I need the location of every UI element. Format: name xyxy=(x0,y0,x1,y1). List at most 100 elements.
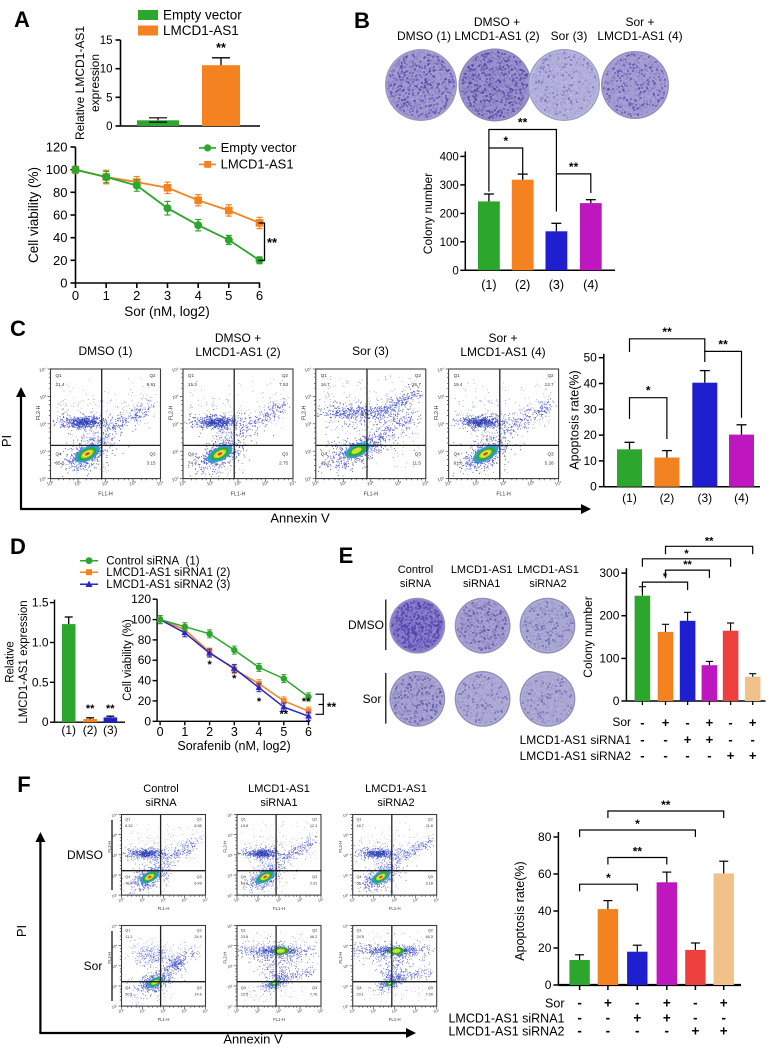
svg-text:0: 0 xyxy=(72,288,79,303)
svg-text:FL1-H: FL1-H xyxy=(98,492,113,498)
svg-text:-: - xyxy=(663,732,667,747)
svg-text:*: * xyxy=(207,659,212,671)
svg-text:FL1-H: FL1-H xyxy=(231,492,246,498)
svg-text:LMCD1-AS1 (2): LMCD1-AS1 (2) xyxy=(454,29,539,43)
svg-text:200: 200 xyxy=(440,208,459,220)
svg-text:10¹: 10¹ xyxy=(255,898,262,903)
svg-text:10⁴: 10⁴ xyxy=(304,366,312,373)
svg-text:46.3: 46.3 xyxy=(426,935,433,939)
svg-text:*: * xyxy=(684,548,689,560)
svg-text:10⁴: 10⁴ xyxy=(437,366,445,373)
svg-text:10⁴: 10⁴ xyxy=(554,480,562,487)
svg-text:Sor: Sor xyxy=(545,997,564,1011)
svg-text:10: 10 xyxy=(583,454,597,468)
svg-text:10³: 10³ xyxy=(129,480,137,487)
svg-text:**: ** xyxy=(216,41,226,55)
svg-text:FL1-H: FL1-H xyxy=(389,906,401,911)
svg-text:6.49: 6.49 xyxy=(194,882,201,886)
svg-text:10⁰: 10⁰ xyxy=(342,1004,349,1009)
svg-text:Q2: Q2 xyxy=(547,373,554,378)
svg-text:20: 20 xyxy=(583,428,597,442)
svg-text:23.5: 23.5 xyxy=(241,993,248,997)
svg-text:LMCD1-AS1: LMCD1-AS1 xyxy=(517,564,579,576)
svg-text:10⁴: 10⁴ xyxy=(111,924,118,929)
svg-text:FL2-H: FL2-H xyxy=(223,952,228,964)
svg-text:(1): (1) xyxy=(622,491,637,505)
svg-text:-: - xyxy=(606,1011,611,1026)
svg-text:-: - xyxy=(635,996,640,1011)
svg-text:Q1: Q1 xyxy=(125,929,130,933)
svg-text:10³: 10³ xyxy=(304,394,312,401)
svg-text:Q2: Q2 xyxy=(312,929,317,933)
svg-text:10⁰: 10⁰ xyxy=(304,476,312,483)
svg-text:Q2: Q2 xyxy=(197,818,202,822)
svg-text:Q1: Q1 xyxy=(188,373,195,378)
svg-text:10¹: 10¹ xyxy=(472,480,480,487)
svg-text:-: - xyxy=(577,1024,582,1039)
svg-text:300: 300 xyxy=(599,566,619,580)
svg-text:400: 400 xyxy=(440,151,459,163)
svg-text:100: 100 xyxy=(131,613,151,627)
svg-text:+: + xyxy=(633,1011,641,1026)
svg-text:Q1: Q1 xyxy=(241,818,246,822)
svg-text:*: * xyxy=(606,871,611,885)
svg-text:45.2: 45.2 xyxy=(321,460,330,465)
svg-text:60: 60 xyxy=(138,653,152,667)
svg-text:6: 6 xyxy=(305,725,312,739)
svg-text:2.91: 2.91 xyxy=(310,882,317,886)
svg-text:Q4: Q4 xyxy=(241,875,246,879)
svg-text:10⁰: 10⁰ xyxy=(179,480,187,487)
svg-text:10⁴: 10⁴ xyxy=(202,898,209,903)
svg-text:10⁰: 10⁰ xyxy=(46,480,54,487)
svg-text:10²: 10² xyxy=(276,898,283,903)
svg-text:**: ** xyxy=(661,798,671,812)
svg-text:Sor: Sor xyxy=(612,715,631,729)
svg-text:10²: 10² xyxy=(227,853,234,858)
svg-text:10³: 10³ xyxy=(394,480,402,487)
svg-text:10⁰: 10⁰ xyxy=(171,476,179,483)
svg-text:10⁴: 10⁴ xyxy=(171,366,179,373)
svg-text:-: - xyxy=(751,732,755,747)
svg-text:FL2-H: FL2-H xyxy=(169,405,175,420)
svg-text:Q2: Q2 xyxy=(149,373,156,378)
svg-text:-: - xyxy=(707,748,711,763)
svg-text:FL2-H: FL2-H xyxy=(434,405,440,420)
svg-text:Colony number: Colony number xyxy=(421,173,435,254)
svg-text:Sor +: Sor + xyxy=(488,331,517,345)
svg-text:0: 0 xyxy=(590,480,597,494)
svg-text:Q1: Q1 xyxy=(56,373,63,378)
svg-text:15.3: 15.3 xyxy=(188,382,197,387)
svg-text:Q4: Q4 xyxy=(321,452,328,457)
svg-text:100: 100 xyxy=(599,651,619,665)
svg-text:10⁰: 10⁰ xyxy=(437,476,445,483)
svg-text:20: 20 xyxy=(538,941,552,955)
svg-text:23.6: 23.6 xyxy=(241,935,248,939)
svg-text:-: - xyxy=(728,732,732,747)
svg-text:+: + xyxy=(706,732,714,747)
svg-text:10³: 10³ xyxy=(227,833,234,838)
svg-text:Apoptosis rate(%): Apoptosis rate(%) xyxy=(513,861,527,960)
svg-text:60: 60 xyxy=(538,867,552,881)
svg-text:DMSO: DMSO xyxy=(67,848,103,862)
svg-text:-: - xyxy=(665,1024,670,1039)
svg-text:Q1: Q1 xyxy=(321,373,328,378)
svg-text:10³: 10³ xyxy=(297,1009,304,1014)
svg-text:0: 0 xyxy=(545,978,552,992)
svg-text:+: + xyxy=(691,1024,699,1039)
svg-text:Cell viability (%): Cell viability (%) xyxy=(122,619,134,701)
svg-text:*: * xyxy=(503,134,508,148)
svg-text:Empty vector: Empty vector xyxy=(221,140,298,155)
svg-text:19.4: 19.4 xyxy=(454,382,463,387)
svg-text:10⁰: 10⁰ xyxy=(349,1009,356,1014)
svg-text:10²: 10² xyxy=(391,1009,398,1014)
svg-text:10⁰: 10⁰ xyxy=(111,893,118,898)
svg-text:LMCD1-AS1 siRNA2: LMCD1-AS1 siRNA2 xyxy=(448,1025,564,1039)
svg-text:7.76: 7.76 xyxy=(310,993,317,997)
svg-text:80: 80 xyxy=(538,830,552,844)
svg-text:10⁴: 10⁴ xyxy=(317,1009,324,1014)
svg-text:65.5: 65.5 xyxy=(56,460,65,465)
svg-text:10²: 10² xyxy=(172,421,180,428)
svg-text:siRNA1: siRNA1 xyxy=(260,797,297,809)
svg-text:10³: 10³ xyxy=(261,480,269,487)
svg-text:10⁴: 10⁴ xyxy=(156,480,164,487)
